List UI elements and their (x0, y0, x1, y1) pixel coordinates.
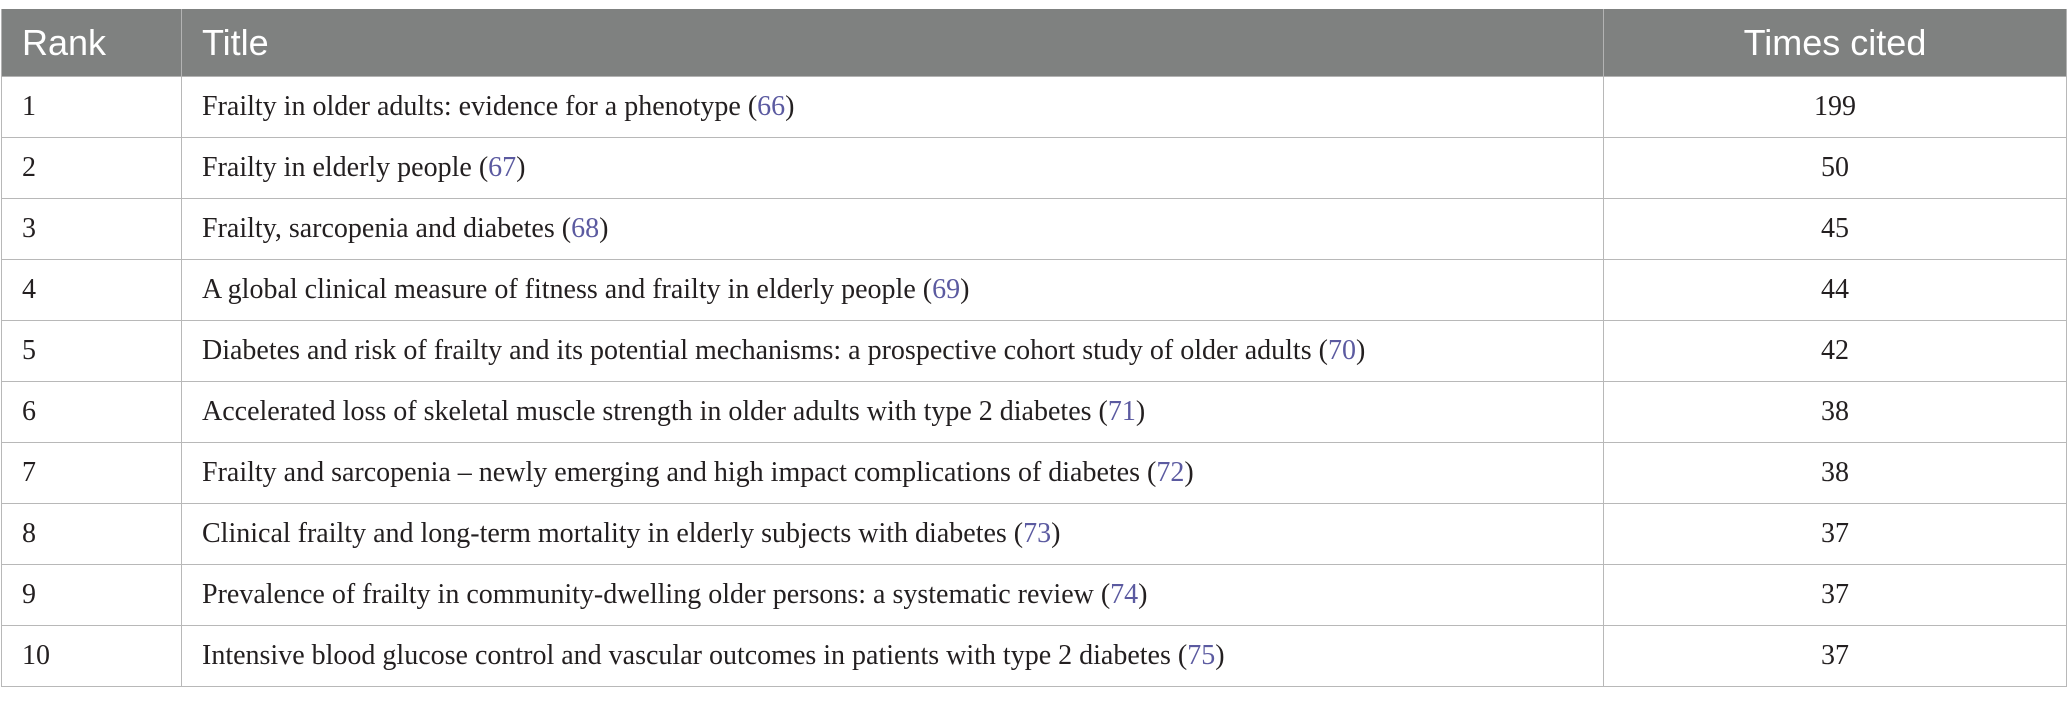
header-row: Rank Title Times cited (1, 9, 2067, 77)
title-text: Frailty in elderly people (202, 152, 472, 183)
table-row: 4 A global clinical measure of fitness an… (1, 259, 2067, 321)
reference-link[interactable]: 67 (488, 152, 517, 183)
table-row: 9 Prevalence of frailty in community-dwel… (1, 564, 2067, 626)
rank-cell: 2 (1, 137, 182, 199)
title-text: Frailty, sarcopenia and diabetes (202, 213, 555, 244)
title-cell: Diabetes and risk of frailty and its pot… (181, 320, 1604, 382)
rank-cell: 8 (1, 503, 182, 565)
table-row: 10 Intensive blood glucose control and va… (1, 625, 2067, 687)
reference-link[interactable]: 73 (1023, 518, 1052, 549)
reference-link[interactable]: 66 (757, 91, 786, 122)
rank-cell: 3 (1, 198, 182, 260)
title-cell: Frailty in elderly people (67) (181, 137, 1604, 199)
title-text: Diabetes and risk of frailty and its pot… (202, 335, 1312, 366)
times-cited-cell: 38 (1603, 442, 2067, 504)
title-cell: Clinical frailty and long-term mortality… (181, 503, 1604, 565)
times-cited-cell: 50 (1603, 137, 2067, 199)
title-text: Frailty and sarcopenia – newly emerging … (202, 457, 1140, 488)
title-text: A global clinical measure of fitness and… (202, 274, 916, 305)
citation-table-container: Rank Title Times cited 1 Frailty in older… (1, 9, 2067, 687)
table-row: 2 Frailty in elderly people (67) 50 (1, 137, 2067, 199)
table-body: 1 Frailty in older adults: evidence for a… (1, 76, 2067, 687)
table-row: 3 Frailty, sarcopenia and diabetes (68) 45 (1, 198, 2067, 260)
times-cited-cell: 45 (1603, 198, 2067, 260)
top-cited-references-table: Rank Title Times cited 1 Frailty in older… (1, 9, 2067, 687)
times-cited-cell: 199 (1603, 76, 2067, 138)
title-cell: Intensive blood glucose control and vasc… (181, 625, 1604, 687)
title-cell: Frailty and sarcopenia – newly emerging … (181, 442, 1604, 504)
rank-cell: 4 (1, 259, 182, 321)
rank-cell: 7 (1, 442, 182, 504)
times-cited-cell: 38 (1603, 381, 2067, 443)
times-cited-cell: 42 (1603, 320, 2067, 382)
rank-cell: 6 (1, 381, 182, 443)
reference-link[interactable]: 70 (1327, 335, 1356, 366)
title-cell: Frailty in older adults: evidence for a … (181, 76, 1604, 138)
times-cited-cell: 37 (1603, 503, 2067, 565)
times-cited-cell: 44 (1603, 259, 2067, 321)
title-text: Accelerated loss of skeletal muscle stre… (202, 396, 1092, 427)
reference-link[interactable]: 69 (932, 274, 961, 305)
header-title: Title (181, 9, 1604, 77)
rank-cell: 10 (1, 625, 182, 687)
title-text: Frailty in older adults: evidence for a … (202, 91, 741, 122)
rank-cell: 9 (1, 564, 182, 626)
title-cell: A global clinical measure of fitness and… (181, 259, 1604, 321)
table-header: Rank Title Times cited (1, 9, 2067, 77)
title-text: Clinical frailty and long-term mortality… (202, 518, 1007, 549)
reference-link[interactable]: 72 (1156, 457, 1185, 488)
title-cell: Frailty, sarcopenia and diabetes (68) (181, 198, 1604, 260)
title-cell: Prevalence of frailty in community-dwell… (181, 564, 1604, 626)
table-row: 6 Accelerated loss of skeletal muscle str… (1, 381, 2067, 443)
header-rank: Rank (1, 9, 182, 77)
reference-link[interactable]: 68 (571, 213, 600, 244)
reference-link[interactable]: 75 (1187, 640, 1216, 671)
header-times-cited: Times cited (1603, 9, 2067, 77)
table-row: 5 Diabetes and risk of frailty and its po… (1, 320, 2067, 382)
title-text: Intensive blood glucose control and vasc… (202, 640, 1171, 671)
times-cited-cell: 37 (1603, 564, 2067, 626)
reference-link[interactable]: 74 (1110, 579, 1139, 610)
table-row: 1 Frailty in older adults: evidence for a… (1, 76, 2067, 138)
table-row: 8 Clinical frailty and long-term mortalit… (1, 503, 2067, 565)
rank-cell: 5 (1, 320, 182, 382)
table-row: 7 Frailty and sarcopenia – newly emerging… (1, 442, 2067, 504)
rank-cell: 1 (1, 76, 182, 138)
title-cell: Accelerated loss of skeletal muscle stre… (181, 381, 1604, 443)
reference-link[interactable]: 71 (1107, 396, 1136, 427)
title-text: Prevalence of frailty in community-dwell… (202, 579, 1094, 610)
times-cited-cell: 37 (1603, 625, 2067, 687)
